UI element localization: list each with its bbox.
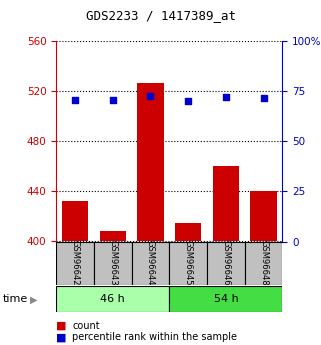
Bar (250, 191, 277, 242)
Text: 54 h: 54 h (213, 294, 238, 304)
Bar (137, 83, 164, 242)
Text: 46 h: 46 h (100, 294, 125, 304)
Text: ■: ■ (56, 321, 67, 331)
Bar (100, 231, 126, 241)
Bar (175, 223, 201, 241)
Text: time: time (3, 294, 29, 304)
Bar (56, 286, 169, 312)
Bar (169, 241, 207, 285)
Bar (62, 201, 88, 242)
Text: GDS2233 / 1417389_at: GDS2233 / 1417389_at (85, 9, 236, 22)
Point (186, 99, 191, 104)
Bar (132, 241, 169, 285)
Text: GSM96648: GSM96648 (259, 240, 268, 286)
Text: GSM96644: GSM96644 (146, 240, 155, 286)
Point (261, 96, 266, 101)
Text: count: count (72, 321, 100, 331)
Bar (207, 241, 245, 285)
Text: percentile rank within the sample: percentile rank within the sample (72, 333, 237, 342)
Point (110, 98, 115, 103)
Text: ▶: ▶ (30, 294, 37, 304)
Bar (56, 241, 94, 285)
Text: GSM96645: GSM96645 (184, 240, 193, 286)
Point (148, 93, 153, 99)
Point (73, 98, 78, 103)
Text: GSM96643: GSM96643 (108, 240, 117, 286)
Text: GSM96646: GSM96646 (221, 240, 230, 286)
Bar (94, 241, 132, 285)
Point (223, 95, 229, 100)
Text: GSM96642: GSM96642 (71, 240, 80, 286)
Bar (213, 166, 239, 242)
Text: ■: ■ (56, 333, 67, 342)
Bar (169, 286, 282, 312)
Bar (245, 241, 282, 285)
